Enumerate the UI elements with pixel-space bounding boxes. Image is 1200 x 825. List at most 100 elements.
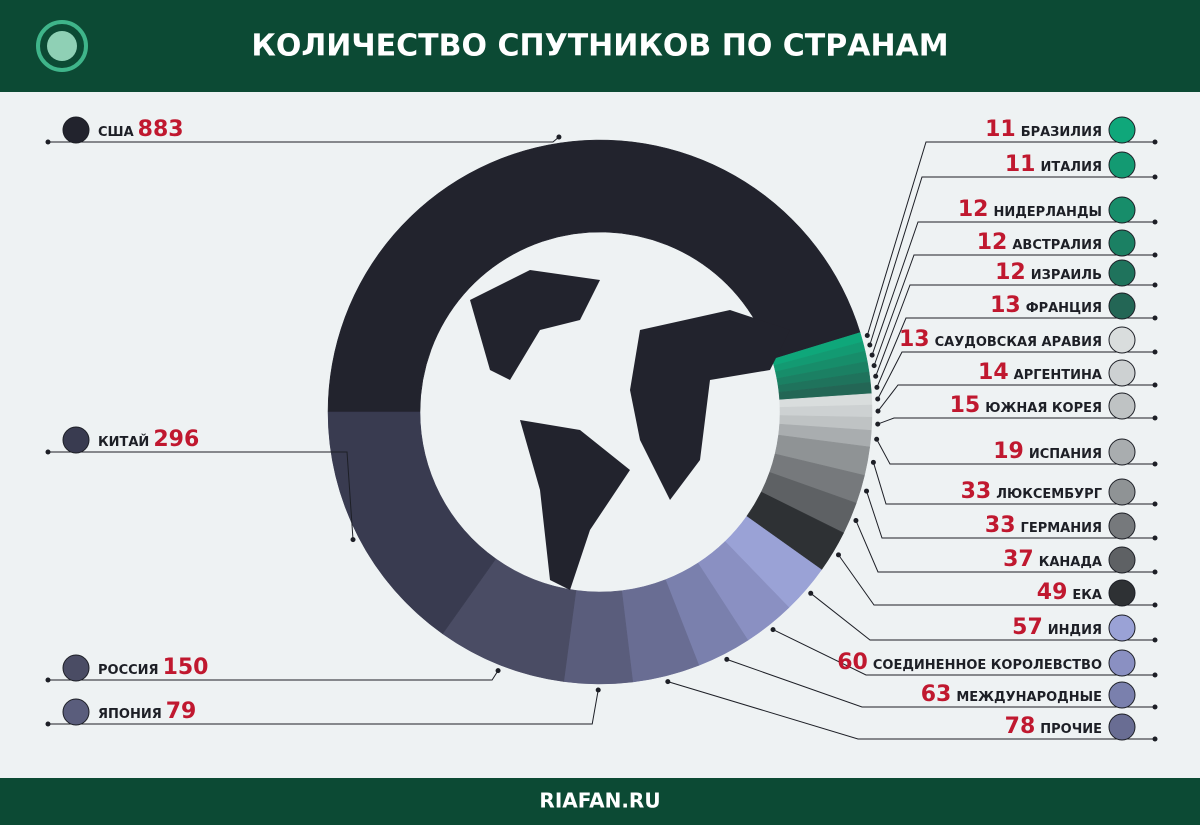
data-label: ЯПОНИЯ 79 bbox=[98, 699, 196, 724]
leader-dot bbox=[1152, 704, 1158, 710]
value-label: 12 bbox=[977, 230, 1008, 255]
flag bbox=[1108, 259, 1136, 287]
logo-globe bbox=[47, 31, 77, 61]
data-label: 12 АВСТРАЛИЯ bbox=[977, 230, 1102, 255]
leader-dot bbox=[1152, 349, 1158, 355]
leader-line bbox=[855, 520, 1155, 573]
leader-line bbox=[872, 462, 1155, 505]
category-label: РОССИЯ bbox=[98, 663, 159, 678]
flag bbox=[1108, 438, 1136, 466]
leader-line bbox=[48, 670, 499, 681]
leader-line bbox=[871, 221, 1155, 356]
data-label: 14 АРГЕНТИНА bbox=[978, 360, 1102, 385]
flag bbox=[1108, 116, 1136, 144]
leader-line bbox=[876, 317, 1155, 388]
category-label: ИНДИЯ bbox=[1048, 623, 1102, 638]
category-label: США bbox=[98, 125, 134, 140]
flag bbox=[1108, 713, 1136, 741]
flag bbox=[1108, 546, 1136, 574]
data-label: 13 САУДОВСКАЯ АРАВИЯ bbox=[899, 327, 1102, 352]
leader-line bbox=[866, 141, 1155, 336]
value-label: 78 bbox=[1005, 714, 1036, 739]
leader-dot bbox=[595, 687, 601, 693]
category-label: ПРОЧИЕ bbox=[1040, 722, 1102, 737]
data-label: 33 ГЕРМАНИЯ bbox=[985, 513, 1102, 538]
category-label: САУДОВСКАЯ АРАВИЯ bbox=[935, 335, 1102, 350]
data-label: США 883 bbox=[98, 117, 184, 142]
flag bbox=[62, 698, 90, 726]
leader-line bbox=[866, 490, 1155, 539]
category-label: СОЕДИНЕННОЕ КОРОЛЕВСТВО bbox=[873, 658, 1102, 673]
leader-dot bbox=[874, 436, 880, 442]
category-label: НИДЕРЛАНДЫ bbox=[993, 205, 1102, 220]
credit: RIAFAN.RU bbox=[539, 789, 660, 813]
leader-dot bbox=[1152, 282, 1158, 288]
leader-dot bbox=[875, 421, 881, 427]
data-label: 63 МЕЖДУНАРОДНЫЕ bbox=[921, 682, 1102, 707]
leader-line bbox=[876, 439, 1155, 465]
leader-line bbox=[877, 384, 1155, 412]
leader-dot bbox=[45, 721, 51, 727]
flag bbox=[1108, 614, 1136, 642]
category-label: ЛЮКСЕМБУРГ bbox=[996, 487, 1102, 502]
value-label: 11 bbox=[985, 117, 1016, 142]
value-label: 15 bbox=[950, 393, 981, 418]
category-label: АВСТРАЛИЯ bbox=[1012, 238, 1102, 253]
leader-dot bbox=[1152, 602, 1158, 608]
value-label: 33 bbox=[985, 513, 1016, 538]
logo bbox=[36, 20, 88, 72]
leader-line bbox=[810, 592, 1155, 641]
leader-dot bbox=[1152, 252, 1158, 258]
data-label: 60 СОЕДИНЕННОЕ КОРОЛЕВСТВО bbox=[837, 650, 1102, 675]
leader-line bbox=[875, 284, 1155, 377]
leader-dot bbox=[869, 352, 875, 358]
leader-line bbox=[877, 351, 1155, 400]
leader-line bbox=[869, 176, 1155, 346]
value-label: 11 bbox=[1005, 152, 1036, 177]
footer-bar bbox=[0, 778, 1200, 825]
value-label: 37 bbox=[1003, 547, 1034, 572]
data-label: 11 БРАЗИЛИЯ bbox=[985, 117, 1102, 142]
leader-dot bbox=[724, 656, 730, 662]
leader-dot bbox=[45, 677, 51, 683]
flag bbox=[1108, 151, 1136, 179]
flag bbox=[1108, 229, 1136, 257]
value-label: 12 bbox=[995, 260, 1026, 285]
flag bbox=[1108, 579, 1136, 607]
value-label: 13 bbox=[990, 293, 1021, 318]
flag bbox=[1108, 196, 1136, 224]
leader-line bbox=[667, 681, 1155, 740]
category-label: ИЗРАИЛЬ bbox=[1031, 268, 1102, 283]
leader-dot bbox=[808, 590, 814, 596]
value-label: 13 bbox=[899, 327, 930, 352]
category-label: АРГЕНТИНА bbox=[1014, 368, 1102, 383]
category-label: ГЕРМАНИЯ bbox=[1021, 521, 1102, 536]
leader-dot bbox=[1152, 139, 1158, 145]
flag bbox=[1108, 478, 1136, 506]
flag bbox=[1108, 326, 1136, 354]
value-label: 296 bbox=[153, 427, 199, 452]
category-label: ИТАЛИЯ bbox=[1041, 160, 1103, 175]
leader-dot bbox=[45, 449, 51, 455]
value-label: 49 bbox=[1037, 580, 1068, 605]
leader-dot bbox=[875, 408, 881, 414]
leader-line bbox=[772, 629, 1155, 676]
value-label: 14 bbox=[978, 360, 1009, 385]
data-label: 12 ИЗРАИЛЬ bbox=[995, 260, 1102, 285]
value-label: 19 bbox=[993, 439, 1024, 464]
leader-dot bbox=[1152, 382, 1158, 388]
donut-segment bbox=[779, 404, 873, 418]
leader-dot bbox=[1152, 415, 1158, 421]
leader-dot bbox=[556, 134, 562, 140]
category-label: ЮЖНАЯ КОРЕЯ bbox=[985, 401, 1102, 416]
globe-bg bbox=[426, 238, 774, 586]
header-bar bbox=[0, 0, 1200, 92]
leader-line bbox=[873, 254, 1155, 366]
data-label: КИТАЙ 296 bbox=[98, 427, 199, 452]
leader-line bbox=[838, 554, 1155, 606]
flag bbox=[62, 654, 90, 682]
leader-dot bbox=[770, 627, 776, 633]
leader-dot bbox=[864, 488, 870, 494]
leader-dot bbox=[350, 537, 356, 543]
